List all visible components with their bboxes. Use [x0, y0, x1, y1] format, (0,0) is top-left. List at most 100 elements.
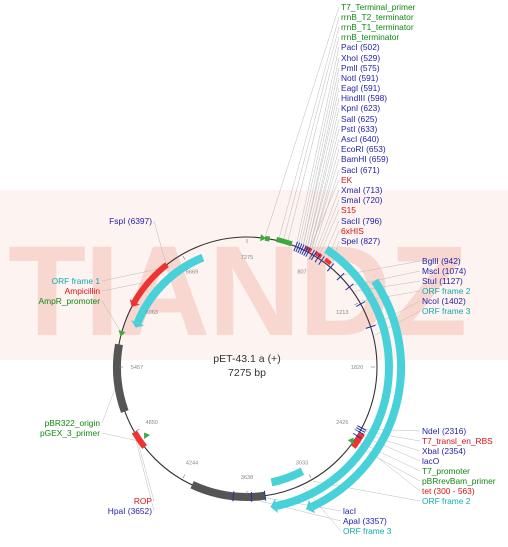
feature-label[interactable]: lacI: [343, 506, 356, 516]
feature-label[interactable]: lacO: [422, 456, 440, 466]
feature-label[interactable]: pGEX_3_primer: [40, 428, 100, 438]
feature-label[interactable]: 6xHIS: [341, 226, 364, 236]
feature-label[interactable]: NotI (591): [341, 73, 378, 83]
feature-label[interactable]: SacII (796): [341, 216, 382, 226]
feature-label[interactable]: NdeI (2316): [422, 426, 466, 436]
restriction-site-tick: [299, 244, 305, 254]
feature-label[interactable]: PmlI (575): [341, 63, 380, 73]
label-leader-line: [134, 436, 155, 512]
restriction-site-tick: [297, 243, 303, 254]
position-tick-label: 6063: [145, 310, 157, 316]
laci-orf-arc: [270, 467, 305, 487]
restriction-site-tick: [356, 301, 366, 307]
feature-label[interactable]: tet (300 - 563): [422, 486, 475, 496]
feature-label[interactable]: Ampicillin: [65, 286, 101, 296]
feature-label[interactable]: ApaI (3357): [343, 516, 387, 526]
feature-label[interactable]: T7_promoter: [422, 466, 470, 476]
feature-label[interactable]: rrnB_T1_terminator: [341, 22, 414, 32]
position-tick: [135, 428, 140, 432]
feature-label[interactable]: ROP: [134, 496, 153, 506]
label-leader-line: [265, 497, 342, 512]
feature-arcs: [113, 234, 406, 514]
feature-label[interactable]: ORF frame 2: [422, 286, 471, 296]
feature-label[interactable]: ORF frame 3: [343, 526, 392, 536]
position-ticks: 7275 807 1213 1820 2426 3033 3638 4244 4850 5457 6…: [119, 239, 375, 495]
pgex-primer-arrow: [144, 432, 151, 440]
restriction-site-tick: [318, 256, 325, 265]
feature-label[interactable]: AmpR_promoter: [39, 296, 101, 306]
feature-label[interactable]: SmaI (720): [341, 195, 383, 205]
feature-label[interactable]: PacI (502): [341, 42, 380, 52]
feature-label[interactable]: XhoI (529): [341, 53, 380, 63]
label-leader-line: [326, 230, 340, 262]
feature-label[interactable]: KpnI (623): [341, 103, 380, 113]
label-leader-line: [153, 220, 166, 264]
feature-label[interactable]: T7_transl_en_RBS: [422, 436, 493, 446]
position-tick-label: 1820: [351, 365, 363, 371]
label-leader-line: [283, 26, 340, 241]
feature-label[interactable]: pBR322_origin: [45, 418, 101, 428]
feature-label[interactable]: ORF frame 3: [422, 306, 471, 316]
feature-label[interactable]: HindIII (598): [341, 93, 387, 103]
label-leader-line: [308, 179, 340, 251]
feature-label[interactable]: pBRrevBam_primer: [422, 476, 496, 486]
label-leader-line: [137, 440, 155, 502]
feature-label[interactable]: S15: [341, 205, 356, 215]
position-tick-label: 4850: [145, 420, 157, 426]
feature-label[interactable]: StuI (1127): [422, 276, 463, 286]
label-leader-line: [314, 189, 340, 254]
feature-label[interactable]: XmaI (713): [341, 185, 383, 195]
restriction-site-tick: [365, 324, 376, 329]
position-tick: [135, 302, 140, 306]
feature-label[interactable]: ORF frame 1: [52, 276, 101, 286]
label-leader-line: [101, 268, 159, 282]
label-leader-line: [306, 118, 340, 250]
label-leader-line: [101, 300, 121, 331]
ampicillin-arc: [131, 262, 169, 304]
feature-label[interactable]: XbaI (2354): [422, 446, 466, 456]
feature-label[interactable]: AscI (640): [341, 134, 379, 144]
restriction-site-tick: [232, 491, 235, 502]
feature-label[interactable]: MscI (1074): [422, 266, 466, 276]
orf-frame-1-arc: [133, 253, 205, 325]
feature-label[interactable]: NcoI (1402): [422, 296, 466, 306]
position-tick: [308, 255, 312, 260]
position-tick: [182, 255, 186, 260]
label-leader-line: [278, 16, 340, 239]
feature-label[interactable]: FspI (6397): [109, 216, 152, 226]
label-leader-line: [251, 498, 342, 522]
feature-label[interactable]: EcoRI (653): [341, 144, 386, 154]
restriction-site-tick: [305, 247, 311, 257]
feature-label[interactable]: rrnB_T2_terminator: [341, 12, 414, 22]
feature-label[interactable]: BamHI (659): [341, 154, 389, 164]
feature-label[interactable]: rrnB_terminator: [341, 32, 399, 42]
feature-label[interactable]: SpeI (827): [341, 236, 380, 246]
orf-frame-1-arrow: [130, 320, 145, 328]
plasmid-name: pET-43.1 a (+): [213, 353, 280, 365]
feature-label[interactable]: BglII (942): [422, 256, 461, 266]
feature-label[interactable]: PstI (633): [341, 124, 378, 134]
label-leader-line: [302, 87, 340, 248]
feature-label[interactable]: SalI (625): [341, 114, 378, 124]
label-leader-line: [308, 138, 340, 251]
position-tick-label: 2426: [336, 420, 348, 426]
label-leader-line: [304, 97, 340, 249]
position-tick: [354, 428, 359, 432]
feature-label[interactable]: EK: [341, 175, 353, 185]
label-leader-line: [318, 209, 340, 257]
label-leader-line: [101, 385, 117, 424]
label-leader-line: [310, 158, 340, 252]
label-leader-line: [308, 128, 340, 251]
position-tick-label: 3033: [296, 460, 308, 466]
restriction-site-tick: [301, 245, 307, 255]
label-leader-line: [298, 57, 340, 246]
feature-label[interactable]: HpaI (3652): [108, 506, 152, 516]
feature-label[interactable]: EagI (591): [341, 83, 380, 93]
feature-label[interactable]: SacI (671): [341, 165, 380, 175]
rop-arc: [131, 430, 147, 449]
label-leader-line: [306, 107, 340, 250]
feature-labels: T7_Terminal_primerrrnB_T2_terminatorrrnB…: [39, 2, 496, 536]
feature-label[interactable]: T7_Terminal_primer: [341, 2, 416, 12]
feature-label[interactable]: ORF frame 2: [422, 496, 471, 506]
